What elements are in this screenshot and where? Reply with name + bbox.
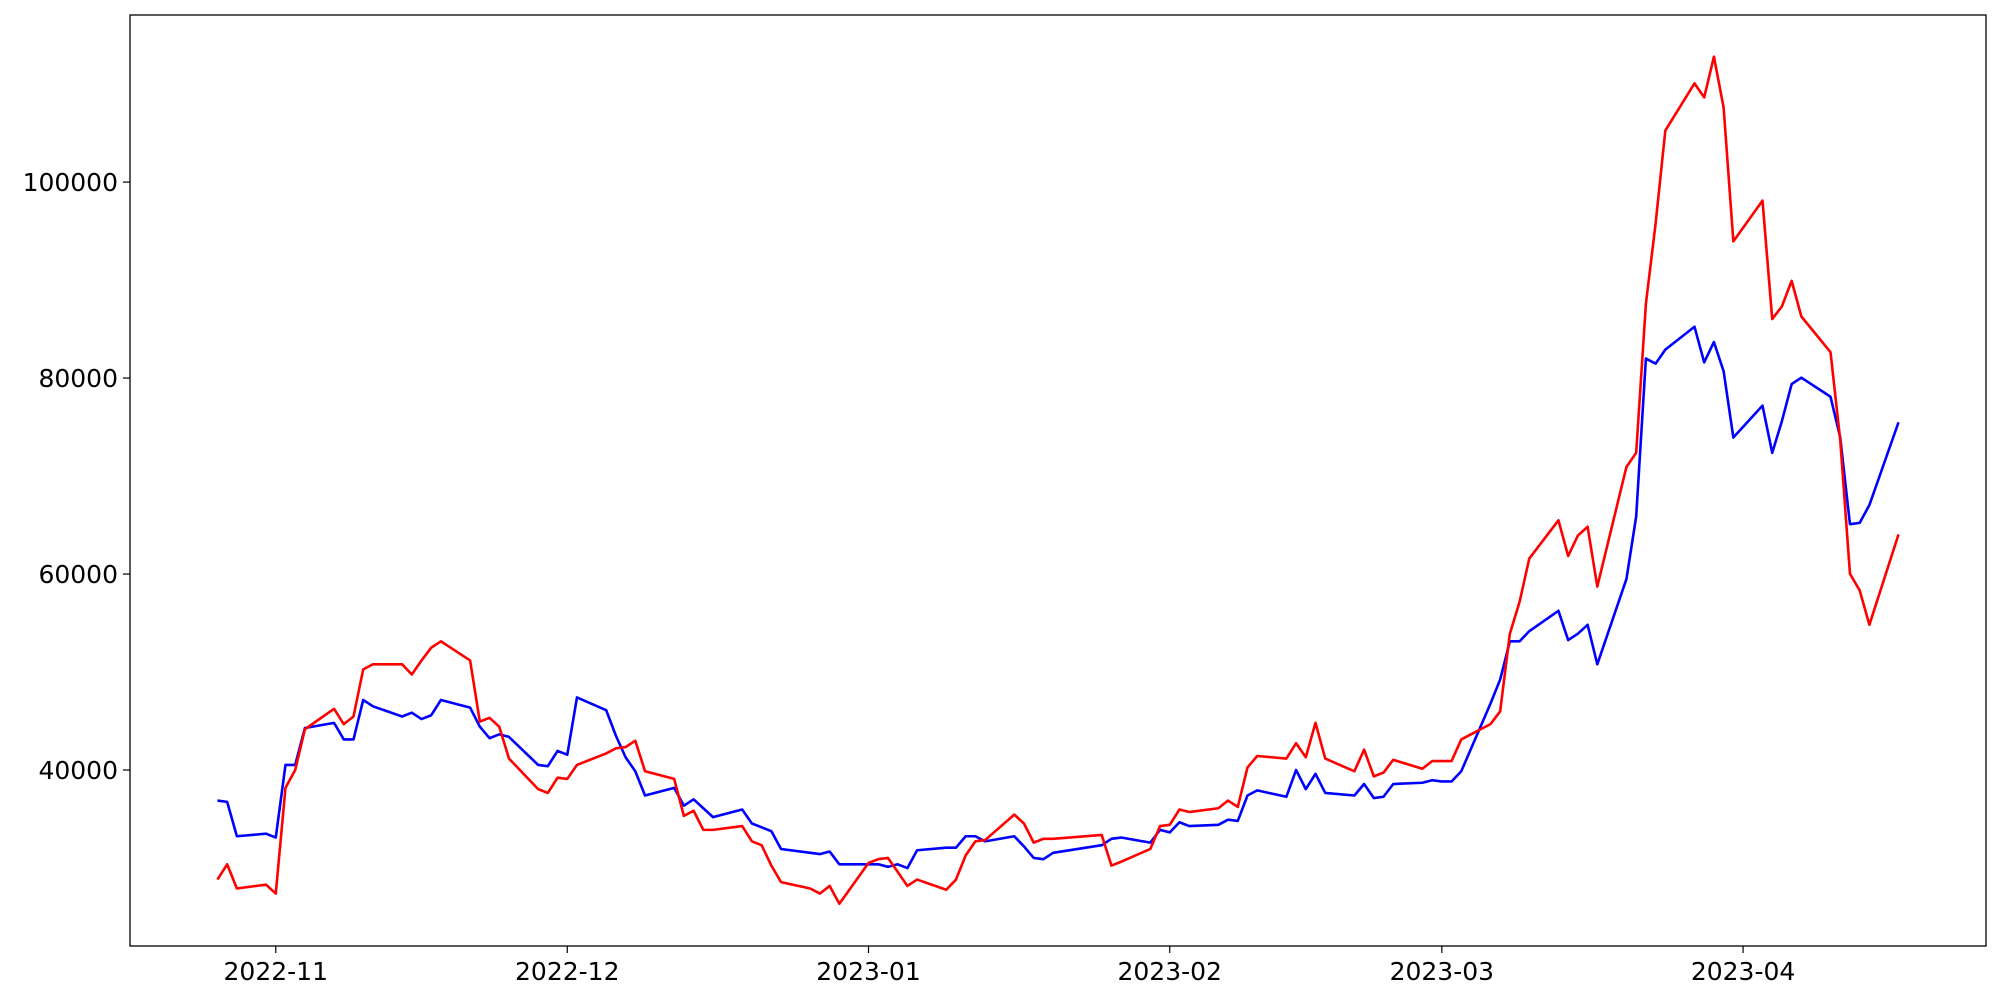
x-tick-label: 2022-11 — [224, 957, 328, 986]
x-tick-label: 2022-12 — [515, 957, 619, 986]
y-tick-label: 40000 — [38, 756, 118, 785]
x-tick-label: 2023-04 — [1691, 957, 1795, 986]
data-line — [217, 325, 1900, 870]
data-line — [216, 55, 1900, 906]
x-tick-label: 2023-01 — [816, 957, 920, 986]
y-tick-label: 80000 — [38, 364, 118, 393]
x-tick-label: 2023-03 — [1390, 957, 1494, 986]
plot-frame — [129, 14, 1987, 947]
y-tick-label: 60000 — [38, 560, 118, 589]
x-tick-label: 2023-02 — [1118, 957, 1222, 986]
y-tick-label: 100000 — [23, 168, 118, 197]
